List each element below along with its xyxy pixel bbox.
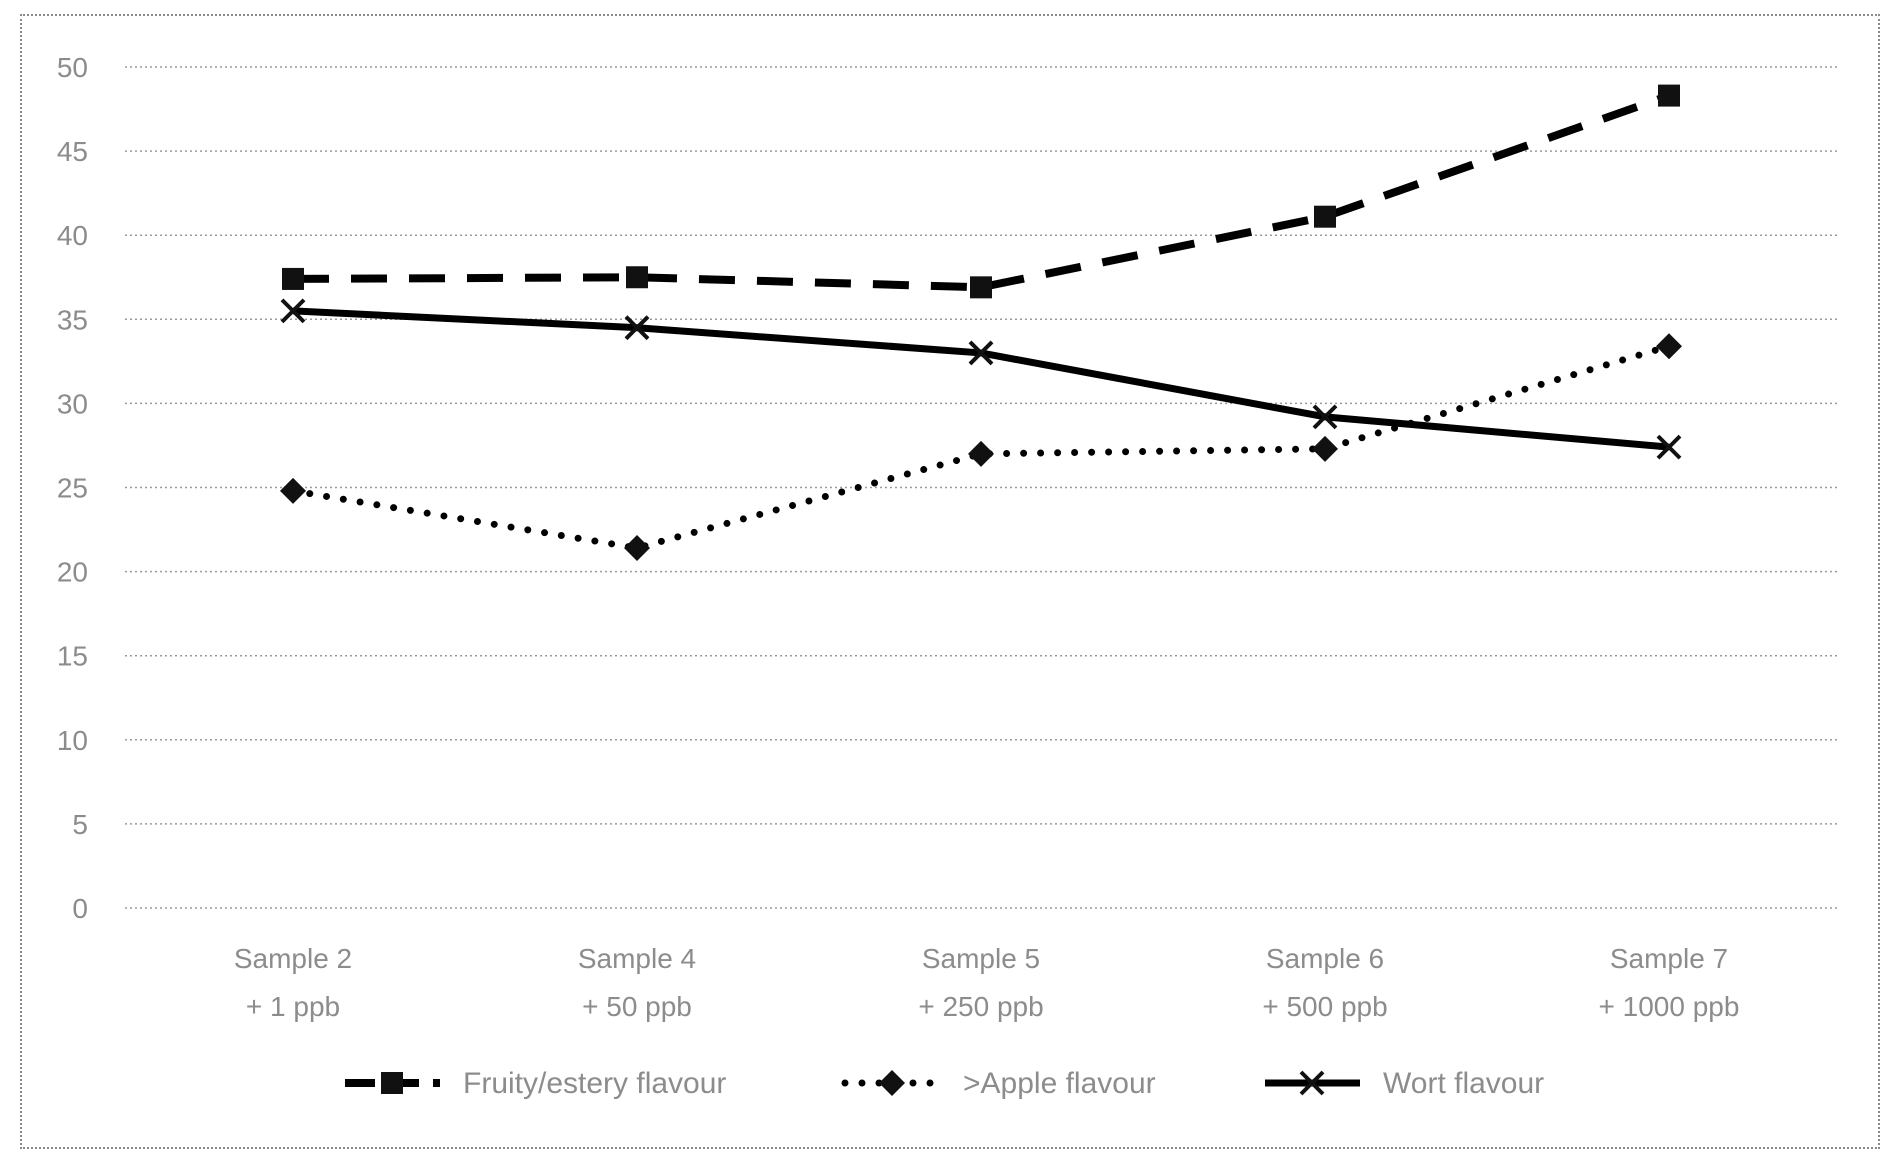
data-point-x bbox=[280, 298, 306, 324]
series--apple-flavour bbox=[280, 333, 1682, 562]
data-point-square bbox=[970, 276, 992, 299]
y-tick-label: 50 bbox=[57, 52, 88, 83]
data-point-diamond bbox=[624, 535, 650, 562]
data-point-square bbox=[1314, 205, 1336, 228]
legend-item: Wort flavour bbox=[1265, 1067, 1544, 1100]
y-tick-label: 45 bbox=[57, 136, 88, 167]
legend-marker bbox=[879, 1070, 905, 1096]
y-tick-label: 35 bbox=[57, 304, 88, 335]
data-point-square bbox=[1658, 84, 1680, 107]
data-point-x bbox=[1312, 404, 1338, 430]
legend-label: Fruity/estery flavour bbox=[463, 1067, 726, 1100]
x-tick-label: Sample 6 bbox=[1266, 943, 1384, 974]
y-tick-label: 5 bbox=[72, 809, 88, 840]
y-tick-label: 20 bbox=[57, 557, 88, 588]
data-point-diamond bbox=[280, 477, 306, 504]
series-fruity-estery-flavour bbox=[282, 84, 1680, 299]
legend-marker bbox=[381, 1072, 403, 1094]
x-tick-label: Sample 5 bbox=[922, 943, 1040, 974]
x-tick-label: + 50 ppb bbox=[582, 991, 692, 1022]
y-tick-label: 40 bbox=[57, 220, 88, 251]
legend-label: >Apple flavour bbox=[963, 1067, 1156, 1100]
data-point-diamond bbox=[1312, 435, 1338, 462]
chart-frame bbox=[20, 14, 1880, 1149]
y-tick-label: 15 bbox=[57, 641, 88, 672]
gridlines bbox=[125, 66, 1840, 909]
series-lines bbox=[280, 84, 1682, 562]
legend: Fruity/estery flavour >Apple flavour Wort … bbox=[345, 1067, 1544, 1100]
data-point-square bbox=[626, 266, 648, 289]
series-line bbox=[292, 307, 1670, 451]
data-point-x bbox=[1656, 434, 1682, 460]
legend-marker bbox=[1299, 1070, 1325, 1096]
data-point-diamond bbox=[1656, 333, 1682, 360]
legend-item: >Apple flavour bbox=[841, 1067, 1156, 1100]
series-wort-flavour bbox=[280, 298, 1682, 460]
y-axis-tick-labels: 0 5 10 15 20 25 30 35 40 45 50 bbox=[57, 52, 88, 924]
data-point-x bbox=[968, 340, 994, 366]
y-tick-label: 0 bbox=[72, 893, 88, 924]
x-axis-tick-labels: Sample 2 + 1 ppb Sample 4 + 50 ppb Sample 5 +… bbox=[234, 943, 1740, 1022]
y-tick-label: 30 bbox=[57, 388, 88, 419]
legend-label: Wort flavour bbox=[1383, 1067, 1544, 1100]
legend-item: Fruity/estery flavour bbox=[345, 1067, 726, 1100]
x-tick-label: + 500 ppb bbox=[1262, 991, 1387, 1022]
x-tick-label: Sample 2 bbox=[234, 943, 352, 974]
x-tick-label: Sample 4 bbox=[578, 943, 696, 974]
data-point-square bbox=[282, 267, 304, 290]
data-point-x bbox=[624, 315, 650, 341]
x-tick-label: + 1 ppb bbox=[246, 991, 340, 1022]
y-tick-label: 25 bbox=[57, 473, 88, 504]
x-tick-label: + 250 ppb bbox=[918, 991, 1043, 1022]
x-tick-label: Sample 7 bbox=[1610, 943, 1728, 974]
x-tick-label: + 1000 ppb bbox=[1599, 991, 1740, 1022]
data-point-diamond bbox=[968, 440, 994, 467]
y-tick-label: 10 bbox=[57, 725, 88, 756]
series-line bbox=[292, 91, 1671, 292]
